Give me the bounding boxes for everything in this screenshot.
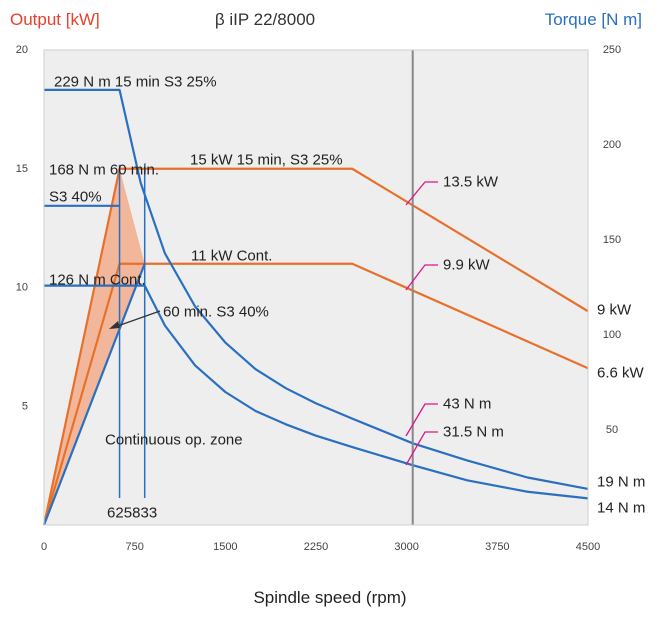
x-tick-label: 4500 [576, 541, 600, 553]
right-axis-title: Torque [N m] [544, 10, 642, 29]
x-tick-label: 1500 [213, 541, 237, 553]
y-left-tick-label: 15 [16, 163, 28, 175]
annotation-s3-40: S3 40% [49, 189, 102, 206]
y-right-tick-label: 150 [603, 234, 621, 246]
speed-marker-label-1: 833 [132, 505, 157, 522]
x-axis-label: Spindle speed (rpm) [253, 588, 407, 607]
x-tick-label: 2250 [304, 541, 328, 553]
plot-frame [43, 49, 589, 526]
callout-13-5kw: 13.5 kW [443, 174, 499, 191]
x-tick-label: 750 [125, 541, 143, 553]
series-line-1 [42, 262, 589, 526]
callout-43nm: 43 N m [443, 396, 491, 413]
series-line-0 [42, 167, 589, 526]
callout-leader-2 [405, 403, 438, 437]
annotation-max-torque: 229 N m 15 min S3 25% [54, 74, 217, 91]
callout-leader-1 [405, 264, 438, 291]
annotation-cont-torque: 126 N m Cont. [49, 272, 146, 289]
y-right-tick-label: 250 [603, 44, 621, 56]
y-left-tick-label: 5 [22, 400, 28, 412]
left-axis-title: Output [kW] [10, 10, 100, 29]
end-label-6-6kw: 6.6 kW [597, 365, 645, 382]
end-label-9kw: 9 kW [597, 302, 632, 319]
speed-marker-label-0: 625 [107, 505, 132, 522]
x-tick-label: 3000 [394, 541, 418, 553]
x-tick-label: 3750 [485, 541, 509, 553]
annotation-15kw-rating: 15 kW 15 min, S3 25% [190, 152, 343, 169]
annotation-arrowhead [109, 321, 120, 329]
annotation-60min-torque: 168 N m 60 min. [49, 162, 159, 179]
annotation-arrow-line [111, 310, 161, 329]
series-line-2 [42, 263, 146, 526]
callout-9-9kw: 9.9 kW [443, 257, 491, 274]
callout-leader-3 [405, 431, 438, 466]
end-label-19nm: 19 N m [597, 474, 645, 491]
annotation-11kw-cont: 11 kW Cont. [191, 248, 272, 265]
y-left-tick-label: 20 [16, 44, 28, 56]
x-tick-label: 0 [41, 541, 47, 553]
callout-leader-0 [405, 181, 438, 206]
y-right-tick-label: 100 [603, 329, 621, 341]
y-right-tick-label: 50 [606, 424, 618, 436]
chart-title: β iIP 22/8000 [214, 10, 316, 29]
end-label-14nm: 14 N m [597, 500, 645, 517]
series-line-5 [44, 284, 589, 500]
y-left-tick-label: 10 [16, 282, 28, 294]
annotation-continuous-zone: Continuous op. zone [105, 432, 243, 449]
callout-31-5nm: 31.5 N m [443, 424, 504, 441]
y-right-tick-label: 200 [603, 139, 621, 151]
annotation-60min-s3: 60 min. S3 40% [163, 304, 269, 321]
